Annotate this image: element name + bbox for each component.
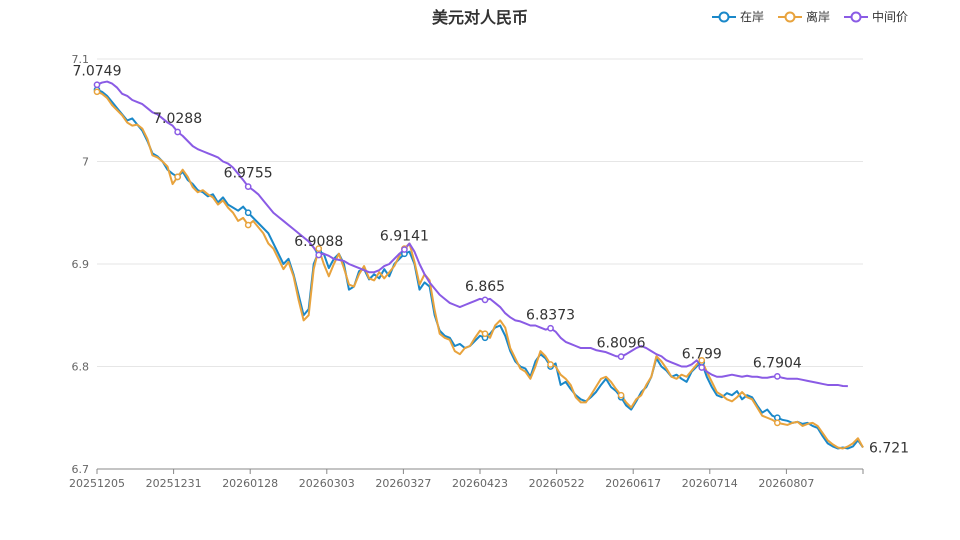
x-tick-label: 20260522 bbox=[529, 477, 585, 490]
data-label: 6.9088 bbox=[294, 234, 343, 250]
y-tick-label: 7 bbox=[82, 156, 89, 169]
data-label: 6.8096 bbox=[597, 336, 646, 352]
x-tick-label: 20251231 bbox=[146, 477, 202, 490]
series-point-2 bbox=[401, 246, 408, 253]
data-label: 6.7904 bbox=[753, 355, 802, 371]
x-tick-label: 20260423 bbox=[452, 477, 508, 490]
y-tick-label: 6.9 bbox=[72, 258, 90, 271]
x-tick-label: 20260714 bbox=[682, 477, 738, 490]
x-tick-label: 20260128 bbox=[222, 477, 278, 490]
series-point-1 bbox=[315, 245, 323, 252]
x-tick-label: 20260807 bbox=[758, 477, 814, 490]
x-tick-label: 20260617 bbox=[605, 477, 661, 490]
x-tick-label: 20251205 bbox=[69, 477, 125, 490]
series-point-0 bbox=[244, 209, 252, 217]
series-line-0 bbox=[96, 88, 864, 450]
series-point-1 bbox=[174, 173, 181, 181]
series-point-2 bbox=[244, 183, 252, 190]
data-label: 6.8373 bbox=[526, 307, 575, 323]
series-point-2 bbox=[617, 353, 625, 361]
x-tick-label: 20260303 bbox=[299, 477, 355, 490]
series-point-1 bbox=[773, 419, 781, 427]
series-point-2 bbox=[174, 128, 181, 136]
x-tick-label: 20260327 bbox=[375, 477, 431, 490]
legend-label-onshore: 在岸 bbox=[739, 10, 764, 24]
legend-label-central-parity: 中间价 bbox=[871, 10, 908, 24]
series-point-1 bbox=[547, 361, 554, 368]
legend-swatch-central-parity bbox=[843, 11, 868, 22]
data-label: 6.799 bbox=[682, 347, 722, 363]
chart-title: 美元对人民币 bbox=[431, 8, 528, 27]
series-point-2 bbox=[315, 251, 323, 259]
series-point-2 bbox=[773, 372, 781, 380]
legend: 在岸 离岸 中间价 bbox=[711, 8, 908, 25]
end-label: 6.7809 bbox=[869, 0, 918, 4]
legend-item-offshore[interactable]: 离岸 bbox=[777, 8, 830, 25]
series-point-1 bbox=[481, 330, 489, 338]
series-point-1 bbox=[244, 221, 252, 229]
data-label: 7.0749 bbox=[73, 64, 122, 80]
y-tick-label: 7.1 bbox=[72, 53, 90, 66]
series-point-1 bbox=[617, 391, 625, 399]
y-tick-label: 6.7 bbox=[72, 463, 90, 476]
series-point-2 bbox=[481, 296, 489, 304]
legend-label-offshore: 离岸 bbox=[805, 10, 830, 24]
legend-swatch-offshore bbox=[777, 11, 802, 22]
data-label: 6.9755 bbox=[224, 166, 273, 182]
series-point-2 bbox=[698, 364, 706, 371]
data-label: 6.865 bbox=[465, 279, 505, 295]
series-point-1 bbox=[698, 357, 706, 364]
series-line-1 bbox=[96, 90, 864, 450]
end-label: 6.721 bbox=[869, 440, 909, 456]
legend-item-central-parity[interactable]: 中间价 bbox=[843, 8, 908, 25]
y-tick-label: 6.8 bbox=[72, 361, 90, 374]
legend-swatch-onshore bbox=[711, 11, 736, 22]
series-point-2 bbox=[547, 324, 554, 332]
series-line-2 bbox=[96, 80, 848, 388]
series-point-1 bbox=[93, 88, 101, 96]
series-point-2 bbox=[93, 81, 101, 89]
data-label: 6.9141 bbox=[380, 229, 429, 245]
data-label: 7.0288 bbox=[153, 111, 202, 127]
legend-item-onshore[interactable]: 在岸 bbox=[711, 8, 764, 25]
